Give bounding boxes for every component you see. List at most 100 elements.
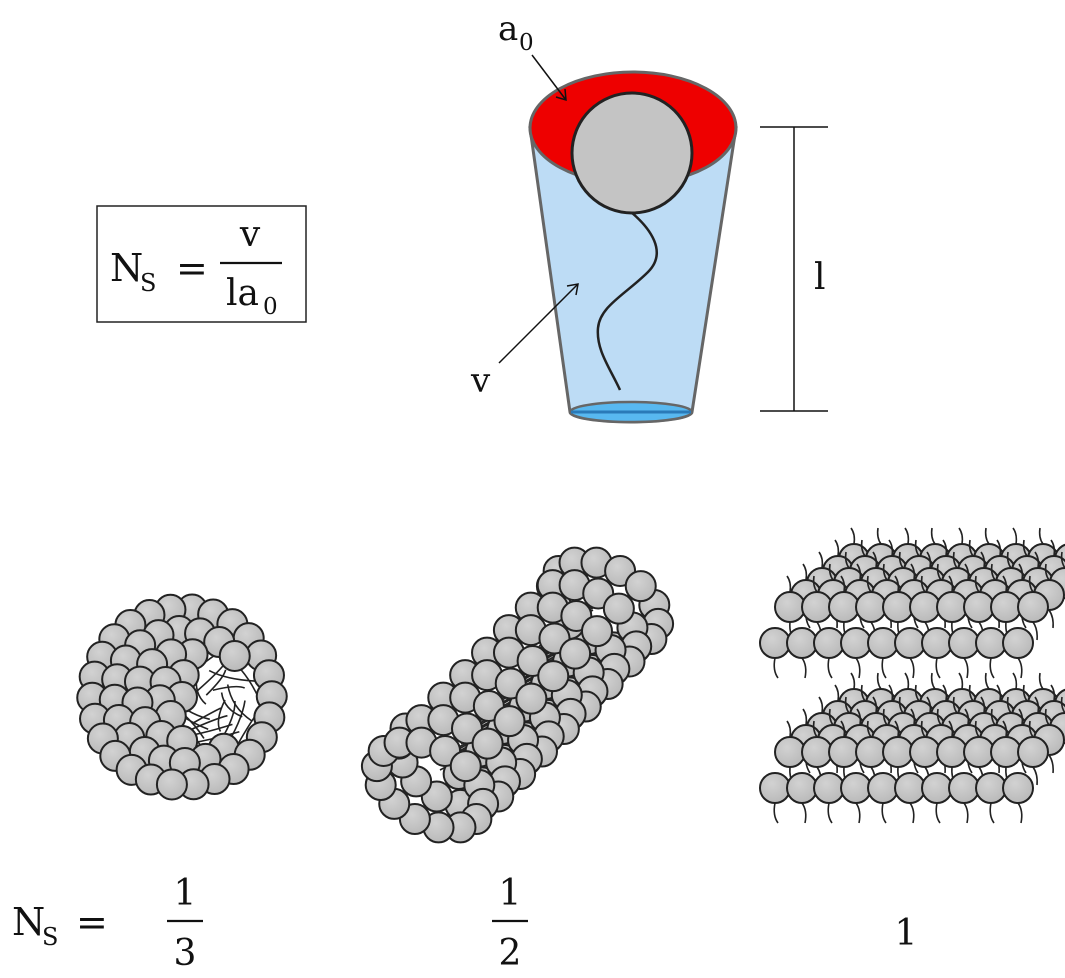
lipid-tail [1002,720,1008,738]
lipid-tail [855,802,861,824]
formula-denominator-sub: 0 [263,294,278,320]
lipid-head-group [155,768,188,801]
lipid-tail [1006,551,1012,569]
lipid-tail [881,802,887,824]
formula-equals: = [176,246,208,290]
lipid-tail [974,720,980,738]
lipid-tail [1050,684,1056,702]
lipid-head-group [218,639,251,672]
lipid-head-group [813,772,845,804]
bottom-row-equation: N S = 1 3 1 2 1 [12,873,917,974]
lipid-tail [1048,609,1054,629]
lipid-tail [786,575,792,593]
value-third-denominator: 3 [174,933,197,974]
lipid-tail [1060,551,1065,569]
value-third-numerator: 1 [174,873,197,914]
lipid-head-group [759,627,791,659]
lipid-tail [1048,754,1054,774]
formula-box: N S = v la 0 [96,205,307,323]
formula-lhs-sub: S [140,269,156,297]
lipid-tail [872,551,878,569]
lipid-head-group [786,627,818,659]
lipid-head-group [855,736,887,768]
formula-lhs: N [110,246,143,290]
lipid-head-group [990,736,1022,768]
lipid-tail [828,708,834,726]
lipid-tail [812,720,818,738]
lipid-head-group [786,772,818,804]
lipid-head-group [894,627,926,659]
lipid-head-group [471,727,504,760]
lipid-tail [818,551,824,569]
value-half-numerator: 1 [499,873,522,914]
lipid-head-group [1002,772,1034,804]
lipid-tail [963,657,969,679]
lipid-head-group [774,736,806,768]
hydrocarbon-tail [596,211,658,391]
lipid-tail [904,672,910,690]
lipid-head-group [801,736,833,768]
lipid-tail [801,802,807,824]
lipid-tail [1044,708,1050,726]
lipid-tail [936,708,942,726]
lipid-tail [850,527,856,545]
lipid-tail [910,563,916,581]
lipid-tail [1018,708,1024,726]
lipid-tail [856,563,862,581]
value-one: 1 [895,913,918,954]
lipid-tail [926,696,932,714]
lipid-head-group [828,736,860,768]
lipid-tail [996,684,1002,702]
lipid-head-group [813,627,845,659]
lipid-tail [942,539,948,557]
lipid-head-group [921,627,953,659]
lipid-tail [1032,621,1038,641]
bottom-equals: = [76,900,108,944]
formula-numerator: v [239,214,261,255]
bilayer [759,527,1065,824]
lipid-tail [888,539,894,557]
lipid-tail [855,657,861,679]
lipid-tail [786,720,792,738]
lipid-tail [974,575,980,593]
lipid-tail [844,696,850,714]
lipid-tail [989,802,995,824]
lipid-head-group [759,772,791,804]
lipid-tail [1012,672,1018,690]
lipid-tail [773,802,779,824]
lipid-tail [840,720,846,738]
lipid-tail [926,551,932,569]
lipid-tail [980,551,986,569]
lipid-tail [942,684,948,702]
lipid-tail [872,696,878,714]
lipid-tail [1038,527,1044,545]
lipid-tail [935,657,941,679]
lipid-head-group [840,772,872,804]
lipid-head-group [515,682,548,715]
lipid-tail [1034,696,1040,714]
lipid-tail [1050,539,1056,557]
lipid-tail [936,563,942,581]
lipid-tail [866,720,872,738]
lipid-tail [860,539,866,557]
lipid-tail [948,575,954,593]
lipid-head-group [624,570,657,603]
lipid-tail [828,563,834,581]
lipid-tail [930,672,936,690]
lipid-tail [952,696,958,714]
volume-label: v [470,361,491,401]
lipid-head-group [909,591,941,623]
lipid-tail [1028,720,1034,738]
lipid-tail [920,575,926,593]
lipid-head-group [948,627,980,659]
lipid-tail [1006,696,1012,714]
lipid-tail [220,692,243,718]
lipid-tail [866,575,872,593]
lipid-tail [818,696,824,714]
value-half-denominator: 2 [499,933,522,974]
lipid-tail [958,672,964,690]
lipid-tail [1017,657,1023,679]
lipid-tail [964,563,970,581]
head-area-sub: 0 [519,30,534,56]
lipid-tail [990,708,996,726]
